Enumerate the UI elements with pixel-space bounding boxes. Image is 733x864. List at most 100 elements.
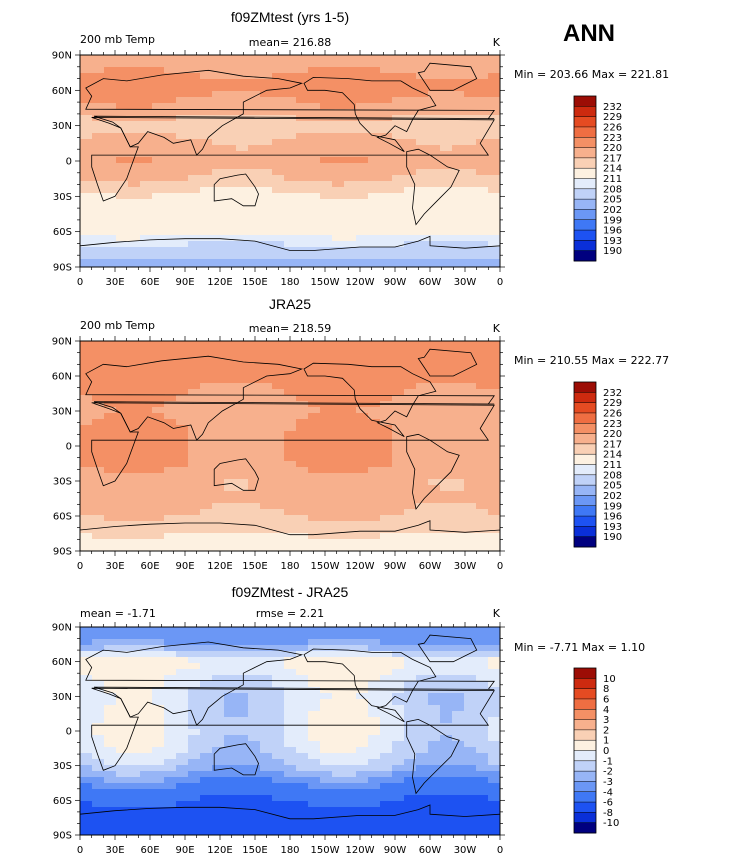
map-cell (284, 211, 297, 218)
map-cell (308, 527, 321, 534)
map-cell (404, 515, 417, 522)
map-cell (332, 431, 345, 438)
map-cell (176, 157, 189, 164)
map-cell (164, 503, 177, 510)
map-cell (236, 443, 249, 450)
colorbar-label: 229 (603, 112, 622, 123)
map-cell (260, 491, 273, 498)
map-cell (296, 389, 309, 396)
map-cell (248, 497, 261, 504)
map-cell (332, 127, 345, 134)
colorbar-box (574, 812, 596, 824)
map-cell (248, 395, 261, 402)
map-cell (428, 491, 441, 498)
map-cell (152, 347, 165, 354)
map-cell (224, 247, 237, 254)
map-cell (284, 771, 297, 778)
map-cell (320, 55, 333, 62)
map-cell (476, 765, 489, 772)
map-cell (284, 485, 297, 492)
map-cell (236, 813, 249, 820)
map-cell (464, 491, 477, 498)
map-cell (368, 705, 381, 712)
map-cell (224, 807, 237, 814)
map-cell (188, 247, 201, 254)
map-cell (416, 79, 429, 86)
map-cell (452, 121, 465, 128)
map-cell (404, 455, 417, 462)
map-cell (380, 449, 393, 456)
map-cell (392, 795, 405, 802)
map-cell (140, 151, 153, 158)
map-cell (344, 115, 357, 122)
x-tick-label: 30E (105, 561, 124, 572)
map-cell (356, 509, 369, 516)
map-cell (200, 199, 213, 206)
map-cell (236, 699, 249, 706)
map-cell (128, 169, 141, 176)
map-cell (92, 533, 105, 540)
map-cell (104, 687, 117, 694)
map-cell (404, 259, 417, 266)
map-cell (344, 163, 357, 170)
map-cell (152, 527, 165, 534)
map-cell (152, 235, 165, 242)
map-cell (164, 133, 177, 140)
map-cell (368, 181, 381, 188)
map-cell (272, 371, 285, 378)
map-cell (356, 109, 369, 116)
map-cell (176, 503, 189, 510)
map-cell (212, 181, 225, 188)
map-cell (248, 801, 261, 808)
map-cell (200, 515, 213, 522)
map-cell (476, 145, 489, 152)
map-cell (80, 627, 93, 634)
map-cell (200, 109, 213, 116)
map-cell (464, 795, 477, 802)
map-cell (236, 651, 249, 658)
map-cell (92, 235, 105, 242)
map-cell (248, 169, 261, 176)
map-cell (212, 657, 225, 664)
map-cell (152, 497, 165, 504)
map-cell (164, 371, 177, 378)
map-cell (428, 657, 441, 664)
map-cell (80, 157, 93, 164)
map-cell (152, 455, 165, 462)
map-cell (452, 765, 465, 772)
map-cell (308, 205, 321, 212)
map-cell (164, 389, 177, 396)
map-cell (368, 717, 381, 724)
map-cell (344, 91, 357, 98)
map-cell (92, 699, 105, 706)
map-cell (308, 717, 321, 724)
map-cell (344, 443, 357, 450)
map-cell (248, 377, 261, 384)
map-cell (320, 765, 333, 772)
map-cell (248, 681, 261, 688)
map-cell (176, 259, 189, 266)
map-cell (392, 347, 405, 354)
colorbar-label: 3 (603, 715, 609, 726)
map-cell (488, 717, 501, 724)
map-cell (260, 205, 273, 212)
map-cell (476, 109, 489, 116)
map-cell (440, 371, 453, 378)
map-cell (128, 539, 141, 546)
map-cell (428, 777, 441, 784)
map-cell (224, 127, 237, 134)
map-cell (356, 651, 369, 658)
map-cell (176, 705, 189, 712)
colorbar-label: 193 (603, 236, 622, 247)
map-cell (284, 699, 297, 706)
map-cell (224, 407, 237, 414)
map-cell (440, 247, 453, 254)
map-cell (488, 67, 501, 74)
map-cell (116, 825, 129, 832)
map-cell (140, 55, 153, 62)
map-cell (404, 169, 417, 176)
x-tick-label: 120E (207, 561, 232, 572)
map-cell (140, 515, 153, 522)
map-cell (236, 97, 249, 104)
map-cell (116, 205, 129, 212)
